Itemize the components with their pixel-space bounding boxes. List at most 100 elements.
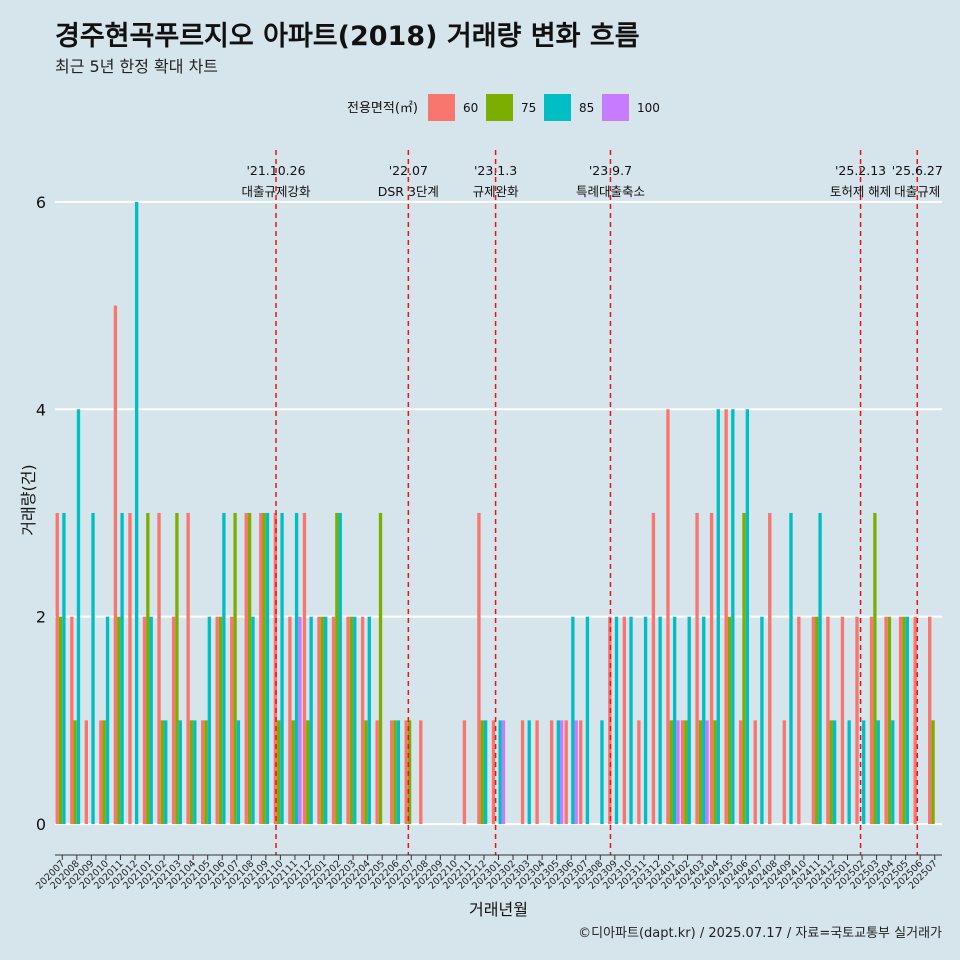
- bar-60-202409: [782, 720, 786, 825]
- source-caption: ©디아파트(dapt.kr) / 2025.07.17 / 자료=국토교통부 실…: [578, 926, 942, 941]
- bar-60-202402: [680, 720, 685, 825]
- event-label: 규제완화: [473, 184, 520, 199]
- bar-60-202008: [70, 616, 74, 825]
- bar-85-202206: [396, 720, 401, 825]
- bar-60-202404: [709, 512, 714, 825]
- bar-85-202009: [91, 512, 95, 825]
- bar-85-202104: [193, 720, 197, 825]
- bar-75-202011: [117, 616, 121, 825]
- event-date: '23.1.3: [474, 163, 517, 178]
- bar-75-202105: [204, 720, 208, 825]
- bar-60-202405: [724, 409, 728, 825]
- bar-60-202307: [579, 720, 583, 825]
- bar-85-202404: [716, 409, 720, 825]
- bar-85-202108: [251, 616, 255, 825]
- bar-60-202107: [230, 616, 234, 825]
- bar-60-202112: [302, 512, 307, 825]
- bar-60-202211: [462, 720, 467, 825]
- bar-60-202205: [375, 720, 379, 825]
- x-axis-title: 거래년월: [469, 900, 528, 919]
- bar-85-202502: [862, 720, 866, 825]
- bar-85-202405: [731, 409, 735, 825]
- bars: [55, 201, 935, 825]
- bar-60-202305: [549, 720, 554, 825]
- bar-85-202112: [309, 616, 313, 825]
- bar-60-202412: [826, 616, 830, 825]
- bar-60-202108: [244, 512, 248, 825]
- bar-85-202103: [178, 720, 182, 825]
- bar-85-202307: [585, 616, 590, 825]
- bar-85-202306: [571, 616, 575, 825]
- legend: 전용면적(㎡) 60 75 85 100: [347, 94, 660, 121]
- bar-75-202007: [58, 616, 63, 825]
- bar-85-202106: [222, 512, 226, 825]
- bar-75-202201: [320, 616, 324, 825]
- bar-85-202111: [294, 512, 299, 825]
- bar-60-202011: [113, 305, 118, 825]
- bar-75-202503: [873, 512, 877, 825]
- event-date: '25.2.13: [835, 163, 886, 178]
- bar-75-202108: [247, 512, 252, 825]
- bar-85-202105: [207, 616, 212, 825]
- bar-60-202105: [200, 720, 205, 825]
- bar-60-202009: [84, 720, 88, 825]
- bar-60-202407: [753, 720, 757, 825]
- bar-100-202111: [298, 616, 302, 825]
- bar-75-202202: [335, 512, 339, 825]
- bar-75-202110: [277, 720, 281, 825]
- bar-85-202310: [629, 616, 633, 825]
- bar-75-202412: [829, 720, 833, 825]
- bar-75-202402: [684, 720, 688, 825]
- bar-85-202411: [818, 512, 822, 825]
- bar-75-202008: [73, 720, 77, 825]
- bar-60-202312: [651, 512, 656, 825]
- bar-60-202403: [695, 512, 699, 825]
- bar-60-202208: [419, 720, 423, 825]
- bar-60-202201: [317, 616, 321, 825]
- bar-75-202411: [815, 616, 819, 825]
- bar-100-202403: [705, 720, 709, 825]
- y-tick-label: 2: [36, 608, 46, 627]
- event-label: 대출규제: [894, 184, 940, 199]
- bar-85-202202: [338, 512, 342, 825]
- legend-swatch-60: [428, 94, 455, 121]
- bar-75-202102: [160, 720, 165, 825]
- bar-60-202311: [637, 720, 641, 825]
- bar-60-202501: [840, 616, 845, 825]
- bar-60-202303: [520, 720, 525, 825]
- bar-60-202010: [99, 720, 103, 825]
- y-axis-title: 거래량(건): [19, 464, 38, 535]
- bar-75-202103: [175, 512, 179, 825]
- bar-60-202406: [739, 720, 743, 825]
- bar-85-202305: [556, 720, 560, 825]
- bar-85-202407: [760, 616, 764, 825]
- chart-subtitle: 최근 5년 한정 확대 차트: [55, 57, 219, 76]
- bar-100-202401: [676, 720, 680, 825]
- bar-100-202301: [501, 720, 506, 825]
- bar-75-202212: [480, 720, 484, 825]
- bar-60-202207: [404, 720, 408, 825]
- bar-85-202107: [236, 720, 241, 825]
- bar-60-202504: [884, 616, 888, 825]
- bar-60-202505: [898, 616, 903, 825]
- bar-85-202201: [324, 616, 328, 825]
- bar-85-202203: [353, 616, 357, 825]
- bar-60-202104: [186, 512, 190, 825]
- bar-60-202408: [768, 512, 772, 825]
- bar-60-202204: [360, 616, 365, 825]
- bar-85-202303: [527, 720, 531, 825]
- bar-75-202505: [902, 616, 906, 825]
- bar-60-202110: [273, 512, 278, 825]
- bar-60-202206: [390, 720, 394, 825]
- bar-60-202109: [259, 512, 263, 825]
- event-label: 특례대출축소: [576, 184, 645, 199]
- annotations: '21.10.26 대출규제강화 '22.07 DSR 3단계 '23.1.3 규제완화 '…: [242, 150, 943, 855]
- event-label: 토허제 해제: [830, 184, 891, 199]
- bar-60-202301: [491, 720, 496, 825]
- bar-85-202401: [672, 616, 677, 825]
- bar-60-202012: [128, 512, 132, 825]
- bar-60-202103: [171, 616, 176, 825]
- chart-title: 경주현곡푸르지오 아파트(2018) 거래량 변화 흐름: [55, 21, 640, 52]
- legend-swatch-100: [602, 94, 629, 121]
- bar-85-202109: [265, 512, 270, 825]
